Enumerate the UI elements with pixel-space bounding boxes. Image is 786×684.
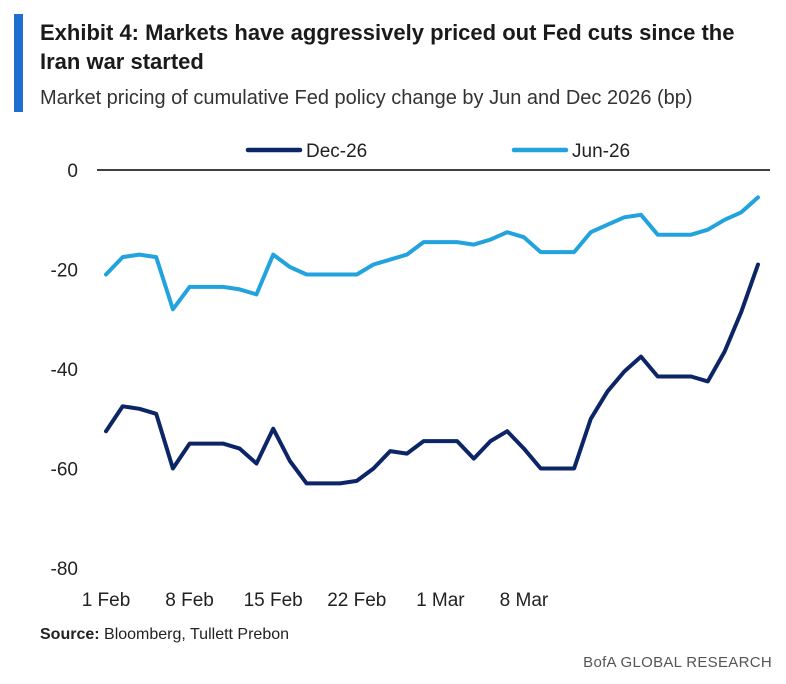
chart-svg: 0 -20 -40 -60 -80 1 Feb 8 Feb 15 Feb 22 Feb 1 Ma… xyxy=(51,141,770,611)
legend-label: Jun-26 xyxy=(572,141,630,162)
legend-label: Dec-26 xyxy=(306,141,367,162)
chart-subtitle: Market pricing of cumulative Fed policy … xyxy=(40,87,693,109)
source-label: Source: xyxy=(40,626,100,643)
y-tick-label: -20 xyxy=(51,261,78,282)
x-tick-label: 22 Feb xyxy=(327,590,386,611)
series-line-jun-26 xyxy=(104,195,760,312)
series-line-dec-26 xyxy=(104,262,760,486)
title-accent-bar xyxy=(14,14,23,112)
x-tick-label: 1 Feb xyxy=(82,590,131,611)
y-tick-label: -60 xyxy=(51,460,78,481)
chart-title: Exhibit 4: Markets have aggressively pri… xyxy=(40,20,735,74)
x-tick-label: 15 Feb xyxy=(244,590,303,611)
brand-label: BofA GLOBAL RESEARCH xyxy=(583,654,772,671)
source-text: Bloomberg, Tullett Prebon xyxy=(99,626,290,643)
source-note: Source: Bloomberg, Tullett Prebon xyxy=(40,626,289,644)
y-tick-label: -40 xyxy=(51,360,78,381)
y-tick-label: -80 xyxy=(51,559,78,580)
x-tick-label: 8 Feb xyxy=(165,590,214,611)
x-tick-label: 1 Mar xyxy=(416,590,465,611)
x-tick-label: 8 Mar xyxy=(500,590,549,611)
y-tick-label: 0 xyxy=(67,161,78,182)
